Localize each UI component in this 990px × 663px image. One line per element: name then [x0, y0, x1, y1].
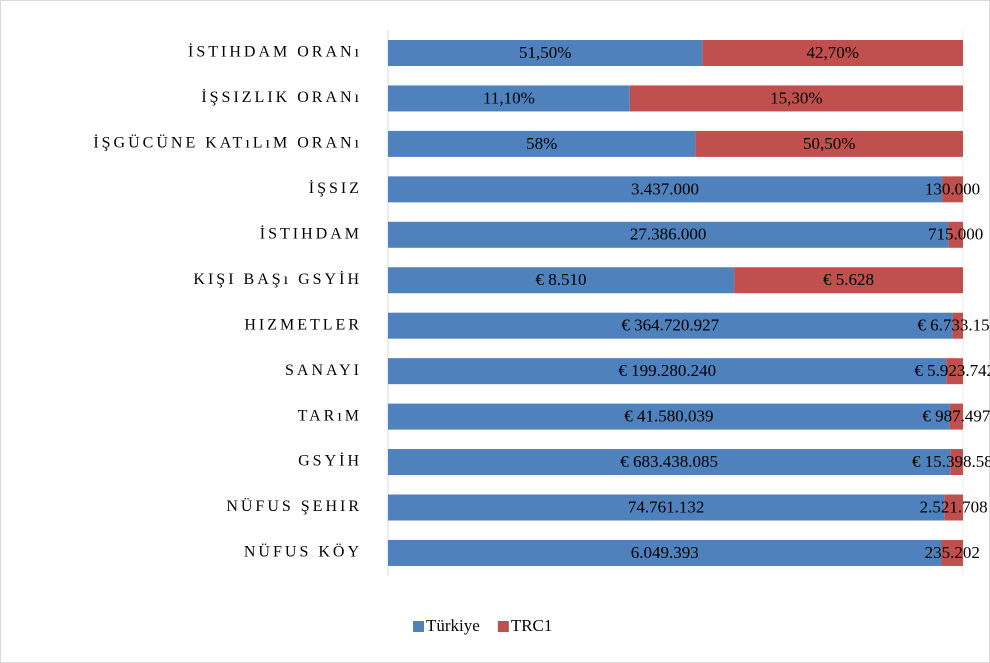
- data-label: € 5.628: [823, 270, 874, 289]
- data-label: 130.000: [925, 179, 980, 198]
- data-label: 15,30%: [770, 88, 822, 107]
- data-label: € 8.510: [536, 270, 587, 289]
- bar-segment: [388, 130, 696, 157]
- legend-swatch: [413, 621, 424, 632]
- data-label: 715.000: [928, 225, 983, 244]
- data-label: 6.049.393: [631, 543, 699, 562]
- data-label: 11,10%: [483, 88, 535, 107]
- category-label: İŞSIZLIK ORANı: [201, 88, 362, 106]
- bar-segment: [950, 449, 963, 476]
- data-label: 3.437.000: [631, 179, 699, 198]
- data-label: 51,50%: [519, 43, 571, 62]
- legend-label: Türkiye: [426, 616, 480, 635]
- bar-segment: [388, 449, 951, 476]
- bar-segment: [388, 176, 943, 203]
- legend-swatch: [497, 621, 509, 632]
- data-label: 235.202: [925, 543, 980, 562]
- bar-segment: [944, 494, 963, 521]
- bar-segment: [949, 403, 963, 430]
- bar-segment: [948, 221, 963, 248]
- bar-segment: [388, 539, 942, 566]
- data-label: € 683.438.085: [620, 452, 718, 471]
- data-label: 2.521.708: [920, 497, 988, 516]
- category-label: İŞGÜCÜNE KATıLıM ORANı: [93, 134, 362, 152]
- bar-segment: [941, 539, 963, 566]
- bar-segment: [388, 85, 630, 112]
- category-label: İSTIHDAM ORANı: [188, 43, 362, 61]
- data-label: € 15.398.588: [912, 452, 990, 471]
- bar-segment: [952, 312, 963, 339]
- data-label: € 364.720.927: [621, 316, 719, 335]
- data-label: € 6.733.151: [917, 316, 990, 335]
- data-label: 74.761.132: [628, 497, 705, 516]
- bar-segment: [388, 403, 950, 430]
- category-label: SANAYI: [285, 362, 362, 379]
- data-label: 58%: [526, 134, 557, 153]
- bar-segment: [388, 312, 953, 339]
- bar-segment: [388, 267, 735, 294]
- legend-label: TRC1: [511, 616, 553, 635]
- category-label: GSYİH: [298, 452, 362, 470]
- data-label: 27.386.000: [630, 225, 707, 244]
- bar-segment: [388, 221, 949, 248]
- category-label: İŞSIZ: [309, 179, 362, 197]
- bar-segment: [629, 85, 963, 112]
- data-label: € 199.280.240: [618, 361, 716, 380]
- data-label: 50,50%: [803, 134, 855, 153]
- category-label: İSTIHDAM: [260, 224, 362, 242]
- bar-segment: [388, 358, 947, 385]
- data-label: 42,70%: [806, 43, 858, 62]
- bar-segment: [388, 494, 945, 521]
- bar-segment: [388, 40, 703, 66]
- category-label: NÜFUS ŞEHIR: [226, 497, 362, 515]
- bar-segment: [695, 130, 963, 157]
- bar-segment: [946, 358, 963, 385]
- category-label: NÜFUS KÖY: [244, 543, 362, 561]
- bar-segment: [702, 40, 963, 66]
- bar-segment: [734, 267, 963, 294]
- category-label: TARıM: [298, 407, 362, 424]
- data-label: € 41.580.039: [624, 407, 713, 426]
- bar-segment: [942, 176, 963, 203]
- data-label: € 5.923.742: [914, 361, 990, 380]
- category-label: KIŞI BAŞı GSYİH: [193, 270, 362, 288]
- category-label: HIZMETLER: [244, 316, 362, 333]
- data-label: € 987.497: [922, 407, 990, 426]
